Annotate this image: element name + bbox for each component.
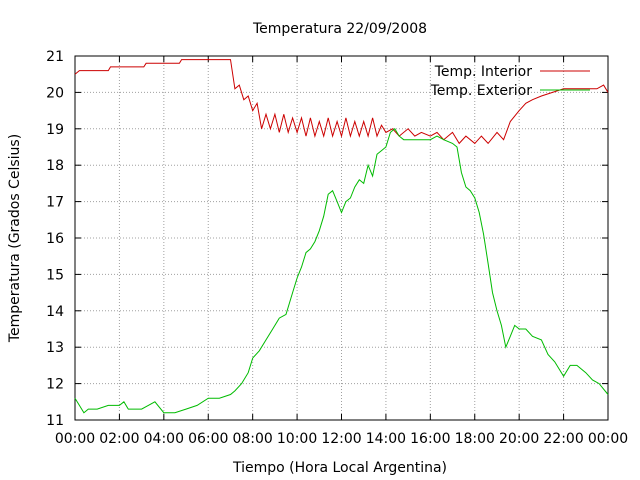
- x-tick-label: 20:00: [499, 431, 539, 447]
- y-tick-label: 16: [46, 231, 64, 247]
- chart-title: Temperatura 22/09/2008: [252, 21, 427, 37]
- legend: Temp. Interior Temp. Exterior: [430, 64, 590, 99]
- x-tick-label: 00:00: [588, 431, 628, 447]
- x-tick-label: 12:00: [321, 431, 361, 447]
- y-tick-label: 20: [46, 85, 64, 101]
- x-tick-label: 06:00: [188, 431, 228, 447]
- x-axis-label: Tiempo (Hora Local Argentina): [232, 460, 447, 476]
- x-tick-label: 00:00: [55, 431, 95, 447]
- legend-label-interior: Temp. Interior: [434, 64, 533, 80]
- legend-label-exterior: Temp. Exterior: [430, 83, 533, 99]
- x-tick-label: 10:00: [277, 431, 317, 447]
- y-axis-label: Temperatura (Grados Celsius): [7, 134, 23, 343]
- y-tick-label: 12: [46, 377, 64, 393]
- series-lines: [74, 59, 609, 414]
- x-tick-label: 16:00: [410, 431, 450, 447]
- x-tick-label: 14:00: [366, 431, 406, 447]
- grid-lines: [75, 56, 608, 420]
- y-tick-label: 13: [46, 340, 64, 356]
- series-line-interior: [74, 59, 609, 145]
- x-tick-label: 18:00: [455, 431, 495, 447]
- x-tick-label: 04:00: [144, 431, 184, 447]
- x-tick-label: 02:00: [99, 431, 139, 447]
- x-tick-label: 22:00: [543, 431, 583, 447]
- y-tick-label: 21: [46, 49, 64, 65]
- y-tick-label: 15: [46, 267, 64, 283]
- series-line-exterior: [74, 128, 609, 414]
- y-tick-label: 14: [46, 304, 64, 320]
- y-tick-label: 18: [46, 158, 64, 174]
- x-tick-label: 08:00: [232, 431, 272, 447]
- y-tick-label: 19: [46, 122, 64, 138]
- y-tick-label: 17: [46, 195, 64, 211]
- y-tick-label: 11: [46, 413, 64, 429]
